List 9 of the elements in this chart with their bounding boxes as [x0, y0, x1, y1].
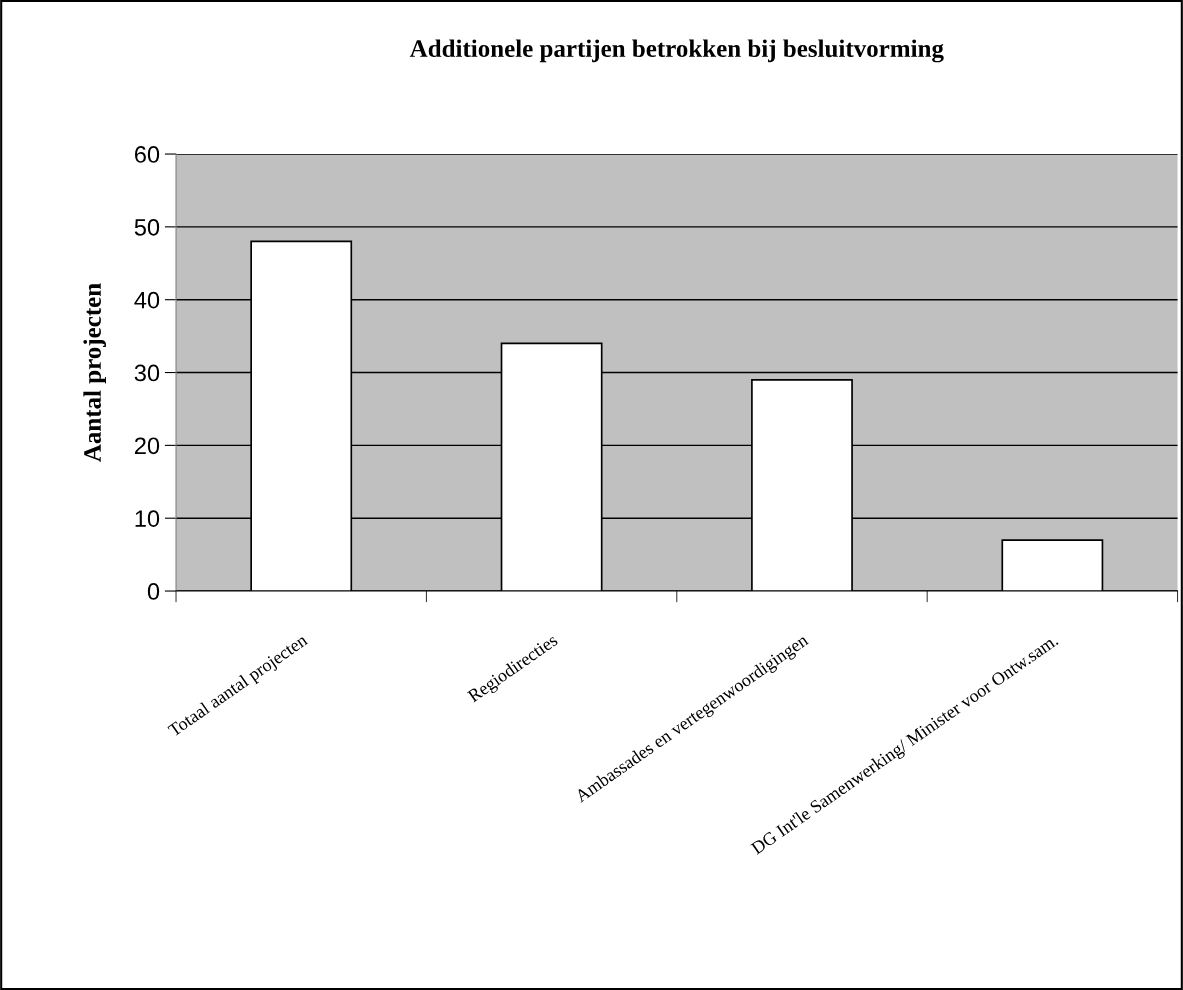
- y-tick-label: 20: [134, 437, 160, 455]
- y-tick-label: 30: [134, 364, 160, 382]
- y-tick-label: 10: [135, 510, 160, 527]
- y-tick-label: 0: [147, 583, 160, 600]
- y-axis-title: Aantal projecten: [83, 283, 107, 462]
- y-tick-label: 60: [135, 146, 160, 163]
- y-tick-label: 40: [134, 291, 160, 309]
- chart-title: Additionele partijen betrokken bij besluitvorming: [409, 39, 944, 63]
- y-tick-label: 50: [134, 218, 160, 236]
